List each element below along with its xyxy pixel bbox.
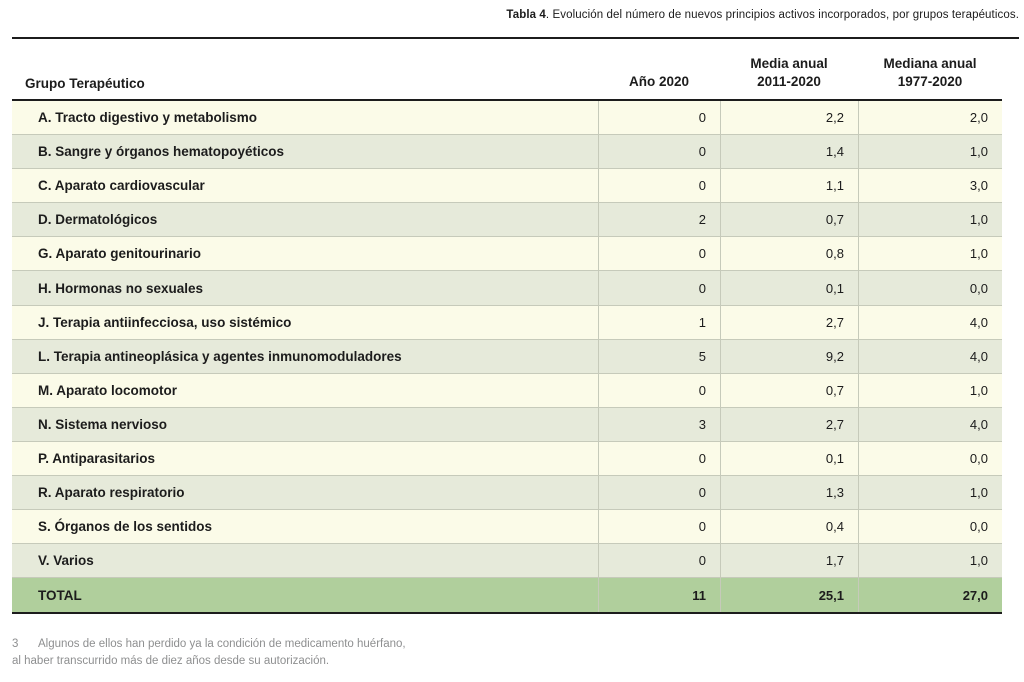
cell-media: 0,7 [720,203,858,237]
cell-media: 1,7 [720,544,858,578]
column-header-mediana-anual-line2: 1977-2020 [897,73,963,89]
table-total-row: TOTAL 11 25,1 27,0 [12,578,1002,613]
cell-ano2020: 0 [598,510,720,544]
table-row: D. Dermatológicos 2 0,7 1,0 [12,203,1002,238]
cell-mediana: 0,0 [858,271,1002,305]
cell-ano2020: 0 [598,544,720,578]
row-label: J. Terapia antiinfecciosa, uso sistémico [38,314,292,330]
column-header-media-anual: Media anual 2011-2020 [720,55,858,91]
row-label: L. Terapia antineoplásica y agentes inmu… [38,348,402,364]
row-label: M. Aparato locomotor [38,382,178,398]
cell-ano2020: 0 [598,441,720,476]
cell-mediana: 0,0 [858,441,1002,476]
cell-ano2020: 0 [598,169,720,203]
cell-media: 2,7 [720,407,858,441]
footnote-line1-text: Algunos de ellos han perdido ya la condi… [38,638,406,650]
cell-mediana: 2,0 [858,101,1002,135]
cell-media: 0,1 [720,271,858,305]
column-header-grupo-terapeutico: Grupo Terapéutico [25,76,145,91]
cell-mediana: 0,0 [858,510,1002,544]
cell-media: 1,1 [720,169,858,203]
cell-ano2020: 0 [598,373,720,407]
footnote-line1: 3 Algunos de ellos han perdido ya la cond… [12,636,406,653]
column-header-ano-2020: Año 2020 [628,73,690,89]
cell-mediana: 4,0 [858,305,1002,339]
footnote: 3 Algunos de ellos han perdido ya la cond… [12,636,406,670]
table-title-number: Tabla 4 [506,9,546,21]
row-label: H. Hormonas no sexuales [38,280,204,296]
table-row: B. Sangre y órganos hematopoyéticos 0 1,… [12,135,1002,170]
total-ano2020: 11 [598,578,720,613]
cell-mediana: 1,0 [858,203,1002,237]
cell-media: 1,3 [720,476,858,510]
cell-mediana: 4,0 [858,407,1002,441]
table-row: G. Aparato genitourinario 0 0,8 1,0 [12,237,1002,272]
row-label: N. Sistema nervioso [38,416,168,432]
cell-mediana: 1,0 [858,237,1002,271]
cell-ano2020: 2 [598,203,720,237]
cell-media: 0,1 [720,441,858,476]
cell-media: 0,8 [720,237,858,271]
cell-mediana: 1,0 [858,544,1002,578]
title-rule [12,37,1019,39]
row-label: A. Tracto digestivo y metabolismo [38,110,258,126]
cell-mediana: 3,0 [858,169,1002,203]
cell-mediana: 1,0 [858,476,1002,510]
table-row: R. Aparato respiratorio 0 1,3 1,0 [12,476,1002,511]
total-label: TOTAL [38,587,82,603]
cell-ano2020: 0 [598,476,720,510]
cell-ano2020: 0 [598,101,720,135]
table-body: A. Tracto digestivo y metabolismo 0 2,2 … [12,101,1002,615]
cell-media: 1,4 [720,135,858,169]
row-label: B. Sangre y órganos hematopoyéticos [38,144,285,160]
footnote-line2: al haber transcurrido más de diez años d… [12,655,330,667]
cell-media: 9,2 [720,339,858,373]
row-label: V. Varios [38,553,94,569]
row-label: R. Aparato respiratorio [38,485,185,501]
column-header-media-anual-line2: 2011-2020 [757,73,821,89]
table-title-text: . Evolución del número de nuevos princip… [545,9,1019,21]
table-row: J. Terapia antiinfecciosa, uso sistémico… [12,305,1002,340]
cell-media: 2,7 [720,305,858,339]
total-mediana: 27,0 [858,578,1002,613]
cell-mediana: 1,0 [858,373,1002,407]
total-media: 25,1 [720,578,858,613]
cell-ano2020: 0 [598,237,720,271]
cell-ano2020: 5 [598,339,720,373]
cell-media: 2,2 [720,101,858,135]
cell-mediana: 1,0 [858,135,1002,169]
row-label: G. Aparato genitourinario [38,246,202,262]
column-header-media-anual-line1: Media anual [750,55,828,71]
table-row: N. Sistema nervioso 3 2,7 4,0 [12,407,1002,442]
column-header-mediana-anual: Mediana anual 1977-2020 [858,55,1002,91]
table-row: H. Hormonas no sexuales 0 0,1 0,0 [12,271,1002,306]
row-label: P. Antiparasitarios [38,450,156,466]
cell-ano2020: 0 [598,271,720,305]
table-title: Tabla 4. Evolución del número de nuevos … [12,9,1019,21]
cell-ano2020: 1 [598,305,720,339]
table-header-row: Grupo Terapéutico Año 2020 Media anual 2… [12,39,1002,101]
table-row: S. Órganos de los sentidos 0 0,4 0,0 [12,510,1002,545]
cell-mediana: 4,0 [858,339,1002,373]
cell-media: 0,4 [720,510,858,544]
cell-media: 0,7 [720,373,858,407]
column-header-mediana-anual-line1: Mediana anual [883,55,977,71]
cell-ano2020: 0 [598,135,720,169]
row-label: D. Dermatológicos [38,212,158,228]
table-row: M. Aparato locomotor 0 0,7 1,0 [12,373,1002,408]
cell-ano2020: 3 [598,407,720,441]
row-label: C. Aparato cardiovascular [38,178,205,194]
table-row: L. Terapia antineoplásica y agentes inmu… [12,339,1002,374]
row-label: S. Órganos de los sentidos [38,519,213,535]
table-row: A. Tracto digestivo y metabolismo 0 2,2 … [12,101,1002,136]
table-row: V. Varios 0 1,7 1,0 [12,544,1002,579]
footnote-marker: 3 [12,638,19,650]
table-row: C. Aparato cardiovascular 0 1,1 3,0 [12,169,1002,204]
table-row: P. Antiparasitarios 0 0,1 0,0 [12,441,1002,477]
